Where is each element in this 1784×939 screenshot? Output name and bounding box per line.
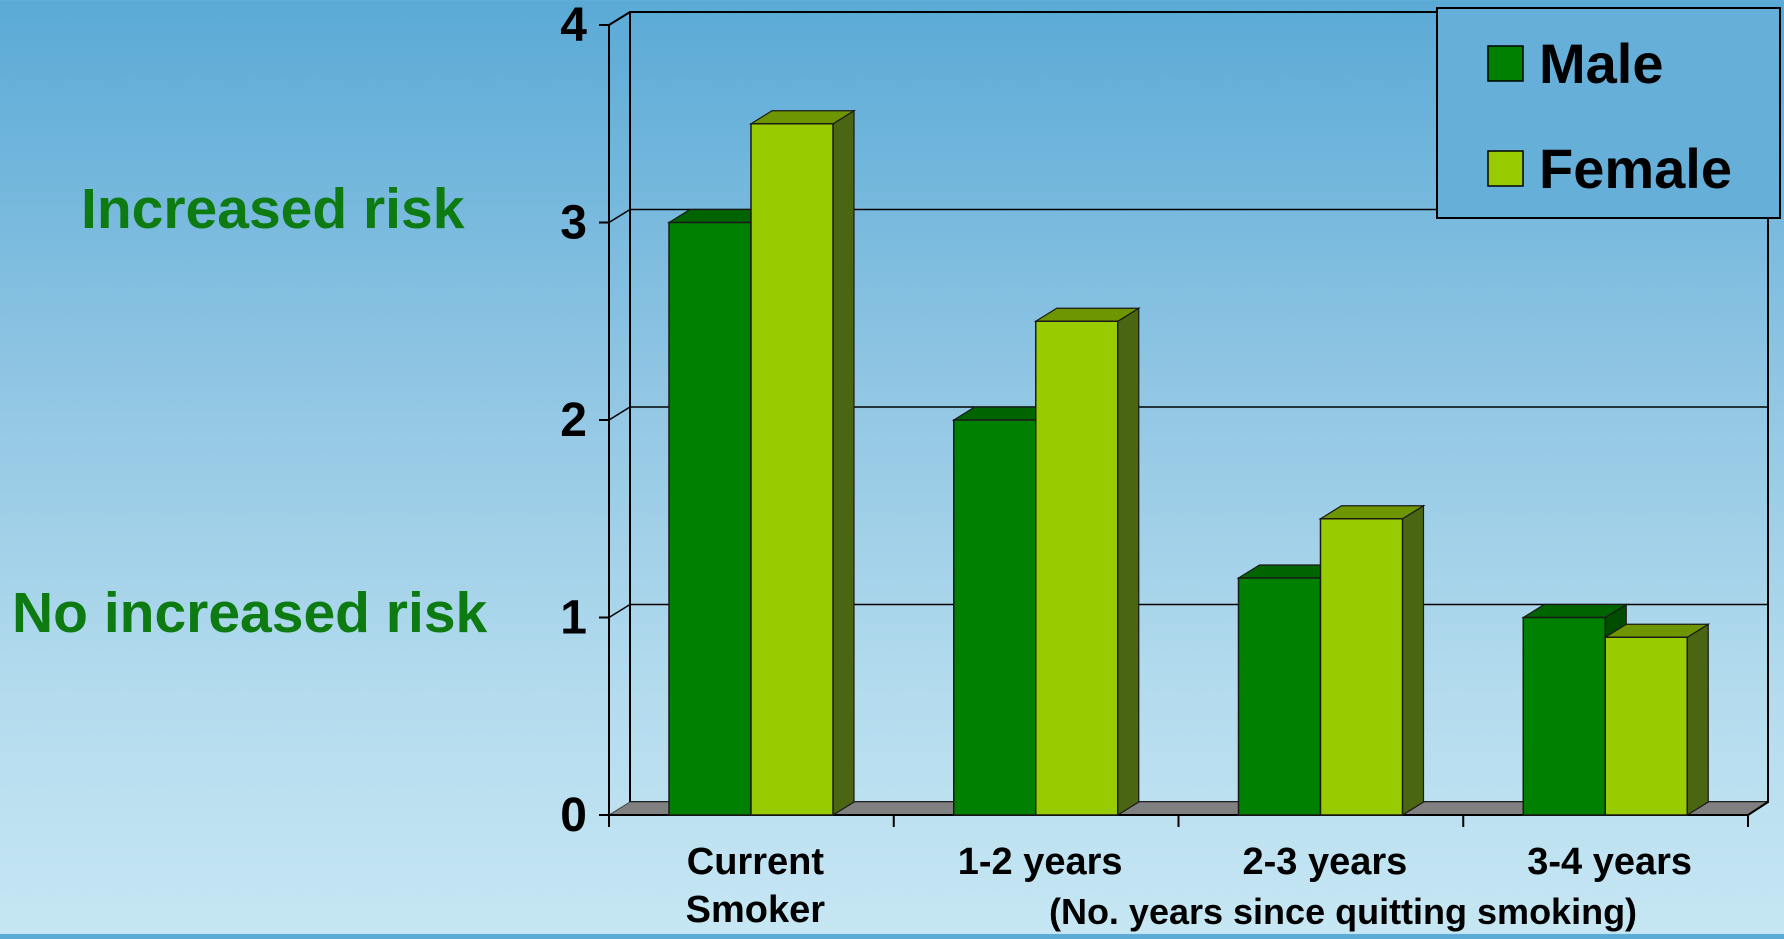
bar-front-face xyxy=(1035,320,1119,816)
side-wall-top-edge xyxy=(608,11,631,26)
y-tick-label: 2 xyxy=(560,394,587,447)
x-axis-title: (No. years since quitting smoking) xyxy=(1049,891,1637,932)
gridline-side xyxy=(608,208,631,224)
legend-swatch-female xyxy=(1487,150,1524,187)
bar-female-3 xyxy=(1603,623,1711,817)
x-tick-label: 3-4 years xyxy=(1527,841,1692,883)
x-axis-side-edge xyxy=(1747,801,1769,816)
increased-risk-label: Increased risk xyxy=(81,177,465,241)
bar-front-face xyxy=(1237,577,1322,816)
x-tick-label: Smoker xyxy=(686,889,826,931)
y-tick-label: 1 xyxy=(560,592,587,645)
y-tick-label: 3 xyxy=(560,197,587,250)
bar-front-face xyxy=(1604,636,1688,816)
bar-side-face xyxy=(1401,504,1425,817)
y-tick-label: 0 xyxy=(560,789,587,842)
bar-side-face xyxy=(1686,623,1709,817)
x-tick-label: Current xyxy=(687,841,825,883)
bar-female-0 xyxy=(748,109,857,817)
legend-label-female: Female xyxy=(1539,137,1732,200)
bar-female-1 xyxy=(1033,307,1141,817)
bar-side-face xyxy=(1117,307,1140,817)
bar-female-2 xyxy=(1318,504,1426,817)
legend-label-male: Male xyxy=(1539,32,1664,95)
x-tick-label: 1-2 years xyxy=(958,841,1123,883)
gridline-side xyxy=(608,603,631,619)
legend: Male Female xyxy=(1436,7,1781,219)
bar-front-face xyxy=(750,123,834,816)
bar-side-face xyxy=(832,109,855,817)
x-tick-label: 2-3 years xyxy=(1242,841,1407,883)
bar-front-face xyxy=(1522,616,1606,816)
bar-front-face xyxy=(1319,518,1404,816)
y-tick-label: 4 xyxy=(560,0,587,52)
no-increased-risk-label: No increased risk xyxy=(12,581,488,645)
bar-front-face xyxy=(953,419,1037,816)
bar-front-face xyxy=(668,221,752,816)
gridline-side xyxy=(608,406,631,421)
legend-swatch-male xyxy=(1487,45,1524,82)
